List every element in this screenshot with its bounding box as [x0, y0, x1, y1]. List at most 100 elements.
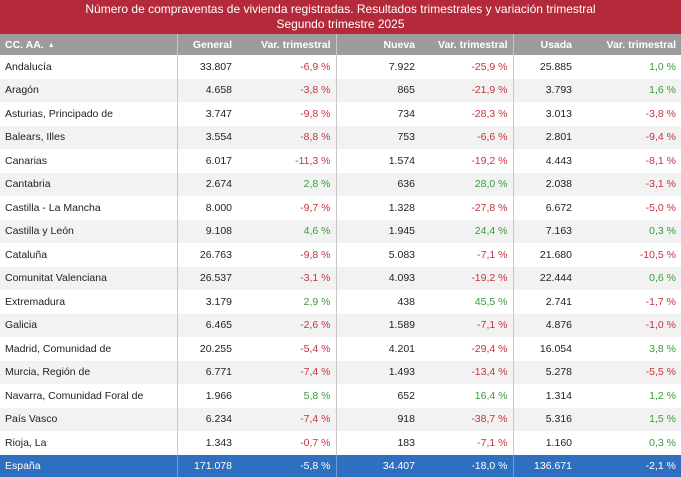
cell-general: 9.108: [177, 219, 237, 243]
cell-var-nueva: 45,5 %: [420, 290, 514, 314]
cell-nueva: 734: [336, 102, 420, 126]
cell-var-usada: 1,0 %: [577, 55, 681, 79]
cell-var-nueva: -6,6 %: [420, 125, 514, 149]
column-header-var-usada[interactable]: Var. trimestral: [577, 34, 681, 55]
column-header-var-nueva[interactable]: Var. trimestral: [420, 34, 514, 55]
cell-var-nueva: -38,7 %: [420, 407, 514, 431]
cell-region: Asturias, Principado de: [0, 102, 178, 126]
cell-general: 3.747: [177, 102, 237, 126]
table-row[interactable]: Castilla y León 9.108 4,6 % 1.945 24,4 % 7.16…: [0, 219, 681, 243]
table-row[interactable]: Galicia 6.465 -2,6 % 1.589 -7,1 % 4.876 -1,0 %: [0, 313, 681, 337]
cell-var-usada: -10,5 %: [577, 243, 681, 267]
cell-usada: 1.160: [513, 431, 577, 455]
cell-var-general: 2,8 %: [237, 172, 337, 196]
column-header-usada[interactable]: Usada: [513, 34, 577, 55]
cell-general: 8.000: [177, 196, 237, 220]
cell-var-general: -8,8 %: [237, 125, 337, 149]
cell-general: 6.771: [177, 360, 237, 384]
cell-var-usada: 0,6 %: [577, 266, 681, 290]
table-row[interactable]: País Vasco 6.234 -7,4 % 918 -38,7 % 5.316 1,5 …: [0, 407, 681, 431]
cell-usada: 25.885: [513, 55, 577, 79]
cell-region: Aragón: [0, 78, 178, 102]
cell-var-usada: -8,1 %: [577, 149, 681, 173]
table-row[interactable]: Canarias 6.017 -11,3 % 1.574 -19,2 % 4.443 -8,…: [0, 149, 681, 173]
cell-nueva: 183: [336, 431, 420, 455]
cell-nueva: 5.083: [336, 243, 420, 267]
cell-nueva: 1.574: [336, 149, 420, 173]
table-row[interactable]: Cataluña 26.763 -9,8 % 5.083 -7,1 % 21.680 -10…: [0, 243, 681, 267]
cell-var-nueva: -29,4 %: [420, 337, 514, 361]
cell-var-general: -3,8 %: [237, 78, 337, 102]
cell-var-nueva: -19,2 %: [420, 149, 514, 173]
cell-region: Castilla - La Mancha: [0, 196, 178, 220]
cell-usada: 2.741: [513, 290, 577, 314]
total-general: 171.078: [177, 454, 237, 477]
title-line-2: Segundo trimestre 2025: [276, 17, 405, 31]
table-row[interactable]: Rioja, La 1.343 -0,7 % 183 -7,1 % 1.160 0,3 %: [0, 431, 681, 455]
column-header-general[interactable]: General: [177, 34, 237, 55]
cell-usada: 6.672: [513, 196, 577, 220]
cell-general: 3.179: [177, 290, 237, 314]
cell-nueva: 865: [336, 78, 420, 102]
total-nueva: 34.407: [336, 454, 420, 477]
cell-usada: 16.054: [513, 337, 577, 361]
column-header-nueva[interactable]: Nueva: [336, 34, 420, 55]
cell-usada: 3.013: [513, 102, 577, 126]
cell-nueva: 1.945: [336, 219, 420, 243]
cell-general: 3.554: [177, 125, 237, 149]
cell-usada: 1.314: [513, 384, 577, 408]
cell-var-nueva: -7,1 %: [420, 313, 514, 337]
table-row[interactable]: Aragón 4.658 -3,8 % 865 -21,9 % 3.793 1,6 %: [0, 78, 681, 102]
table-row[interactable]: Madrid, Comunidad de 20.255 -5,4 % 4.201 -29…: [0, 337, 681, 361]
cell-var-usada: -9,4 %: [577, 125, 681, 149]
table-row[interactable]: Cantabria 2.674 2,8 % 636 28,0 % 2.038 -3,1 %: [0, 172, 681, 196]
cell-general: 1.966: [177, 384, 237, 408]
cell-var-usada: -1,7 %: [577, 290, 681, 314]
cell-var-usada: 1,6 %: [577, 78, 681, 102]
total-var-general: -5,8 %: [237, 454, 337, 477]
cell-nueva: 753: [336, 125, 420, 149]
cell-nueva: 1.493: [336, 360, 420, 384]
cell-var-nueva: -13,4 %: [420, 360, 514, 384]
cell-general: 1.343: [177, 431, 237, 455]
table-row[interactable]: Andalucía 33.807 -6,9 % 7.922 -25,9 % 25.885 1…: [0, 55, 681, 79]
table-row[interactable]: Extremadura 3.179 2,9 % 438 45,5 % 2.741 -1,7 …: [0, 290, 681, 314]
cell-nueva: 438: [336, 290, 420, 314]
cell-general: 20.255: [177, 337, 237, 361]
table-row[interactable]: Balears, Illes 3.554 -8,8 % 753 -6,6 % 2.801-…: [0, 125, 681, 149]
cell-var-nueva: 28,0 %: [420, 172, 514, 196]
sort-ascending-icon[interactable]: ▲: [47, 41, 55, 49]
cell-var-general: -7,4 %: [237, 407, 337, 431]
cell-usada: 5.316: [513, 407, 577, 431]
table-row[interactable]: Castilla - La Mancha 8.000 -9,7 % 1.328 -27,…: [0, 196, 681, 220]
table-row[interactable]: Navarra, Comunidad Foral de 1.966 5,8 % 652…: [0, 384, 681, 408]
cell-general: 26.763: [177, 243, 237, 267]
cell-usada: 5.278: [513, 360, 577, 384]
cell-general: 6.017: [177, 149, 237, 173]
cell-general: 26.537: [177, 266, 237, 290]
table-row[interactable]: Comunitat Valenciana 26.537 -3,1 % 4.093 -19…: [0, 266, 681, 290]
cell-usada: 2.038: [513, 172, 577, 196]
cell-var-nueva: -27,8 %: [420, 196, 514, 220]
cell-region: Balears, Illes: [0, 125, 178, 149]
cell-usada: 22.444: [513, 266, 577, 290]
cell-usada: 7.163: [513, 219, 577, 243]
column-header-region-label: CC. AA.: [5, 38, 44, 51]
cell-region: Castilla y León: [0, 219, 178, 243]
cell-region: Murcia, Región de: [0, 360, 178, 384]
cell-var-general: 2,9 %: [237, 290, 337, 314]
cell-general: 33.807: [177, 55, 237, 79]
cell-var-general: 5,8 %: [237, 384, 337, 408]
table-row[interactable]: Asturias, Principado de 3.747 -9,8 % 734 -28…: [0, 102, 681, 126]
table-title: Número de compraventas de vivienda regis…: [0, 0, 681, 34]
cell-nueva: 1.589: [336, 313, 420, 337]
cell-region: Rioja, La: [0, 431, 178, 455]
table-row[interactable]: Murcia, Región de 6.771 -7,4 % 1.493 -13,4 %…: [0, 360, 681, 384]
cell-region: Canarias: [0, 149, 178, 173]
cell-general: 6.465: [177, 313, 237, 337]
column-header-var-general[interactable]: Var. trimestral: [237, 34, 337, 55]
cell-region: Madrid, Comunidad de: [0, 337, 178, 361]
column-header-region[interactable]: CC. AA. ▲: [0, 34, 178, 55]
cell-nueva: 4.093: [336, 266, 420, 290]
cell-usada: 2.801: [513, 125, 577, 149]
